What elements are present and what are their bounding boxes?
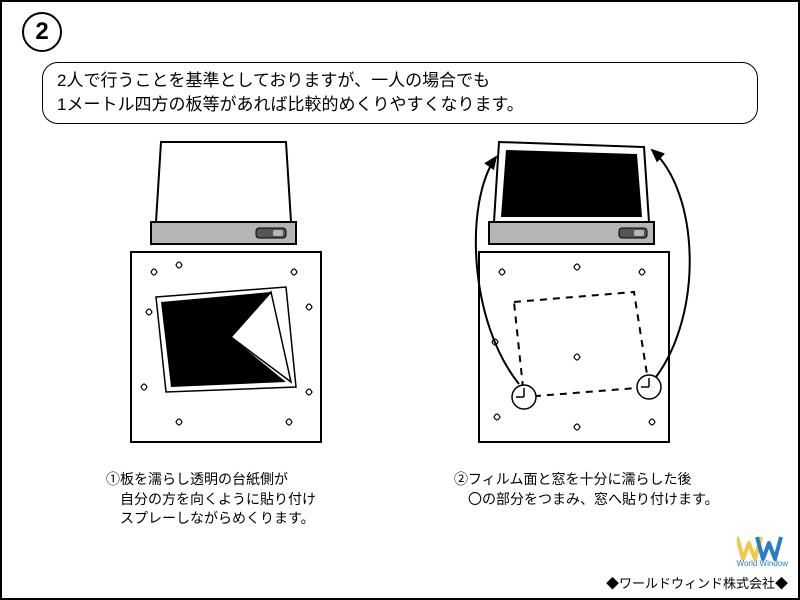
- panel-right-caption: ②フィルム面と窓を十分に濡らした後 〇の部分をつまみ、窓へ貼り付けます。: [424, 470, 724, 509]
- header-line-2: 1メートル四方の板等があれば比較的めくりやすくなります。: [57, 93, 743, 117]
- logo: World Window: [737, 535, 788, 569]
- header-line-1: 2人で行うことを基準としておりますが、一人の場合でも: [57, 69, 743, 93]
- panel-left-caption: ①板を濡らし透明の台紙側が 自分の方を向くように貼り付け スプレーしながらめくり…: [76, 470, 376, 529]
- step-number-badge: 2: [22, 12, 62, 52]
- logo-label: World Window: [737, 559, 788, 568]
- step-number-text: 2: [35, 18, 48, 46]
- panel-left: ①板を濡らし透明の台紙側が 自分の方を向くように貼り付け スプレーしながらめくり…: [76, 132, 376, 529]
- logo-icon: [737, 535, 783, 561]
- panel-right-illustration: [424, 132, 724, 462]
- panel-right: ②フィルム面と窓を十分に濡らした後 〇の部分をつまみ、窓へ貼り付けます。: [424, 132, 724, 529]
- company-name: ◆ワールドウィンド株式会社◆: [606, 573, 788, 592]
- instruction-header: 2人で行うことを基準としておりますが、一人の場合でも 1メートル四方の板等があれ…: [42, 62, 758, 124]
- footer: World Window ◆ワールドウィンド株式会社◆: [606, 535, 788, 592]
- panel-left-illustration: [76, 132, 376, 462]
- panels-row: ①板を濡らし透明の台紙側が 自分の方を向くように貼り付け スプレーしながらめくり…: [2, 132, 798, 529]
